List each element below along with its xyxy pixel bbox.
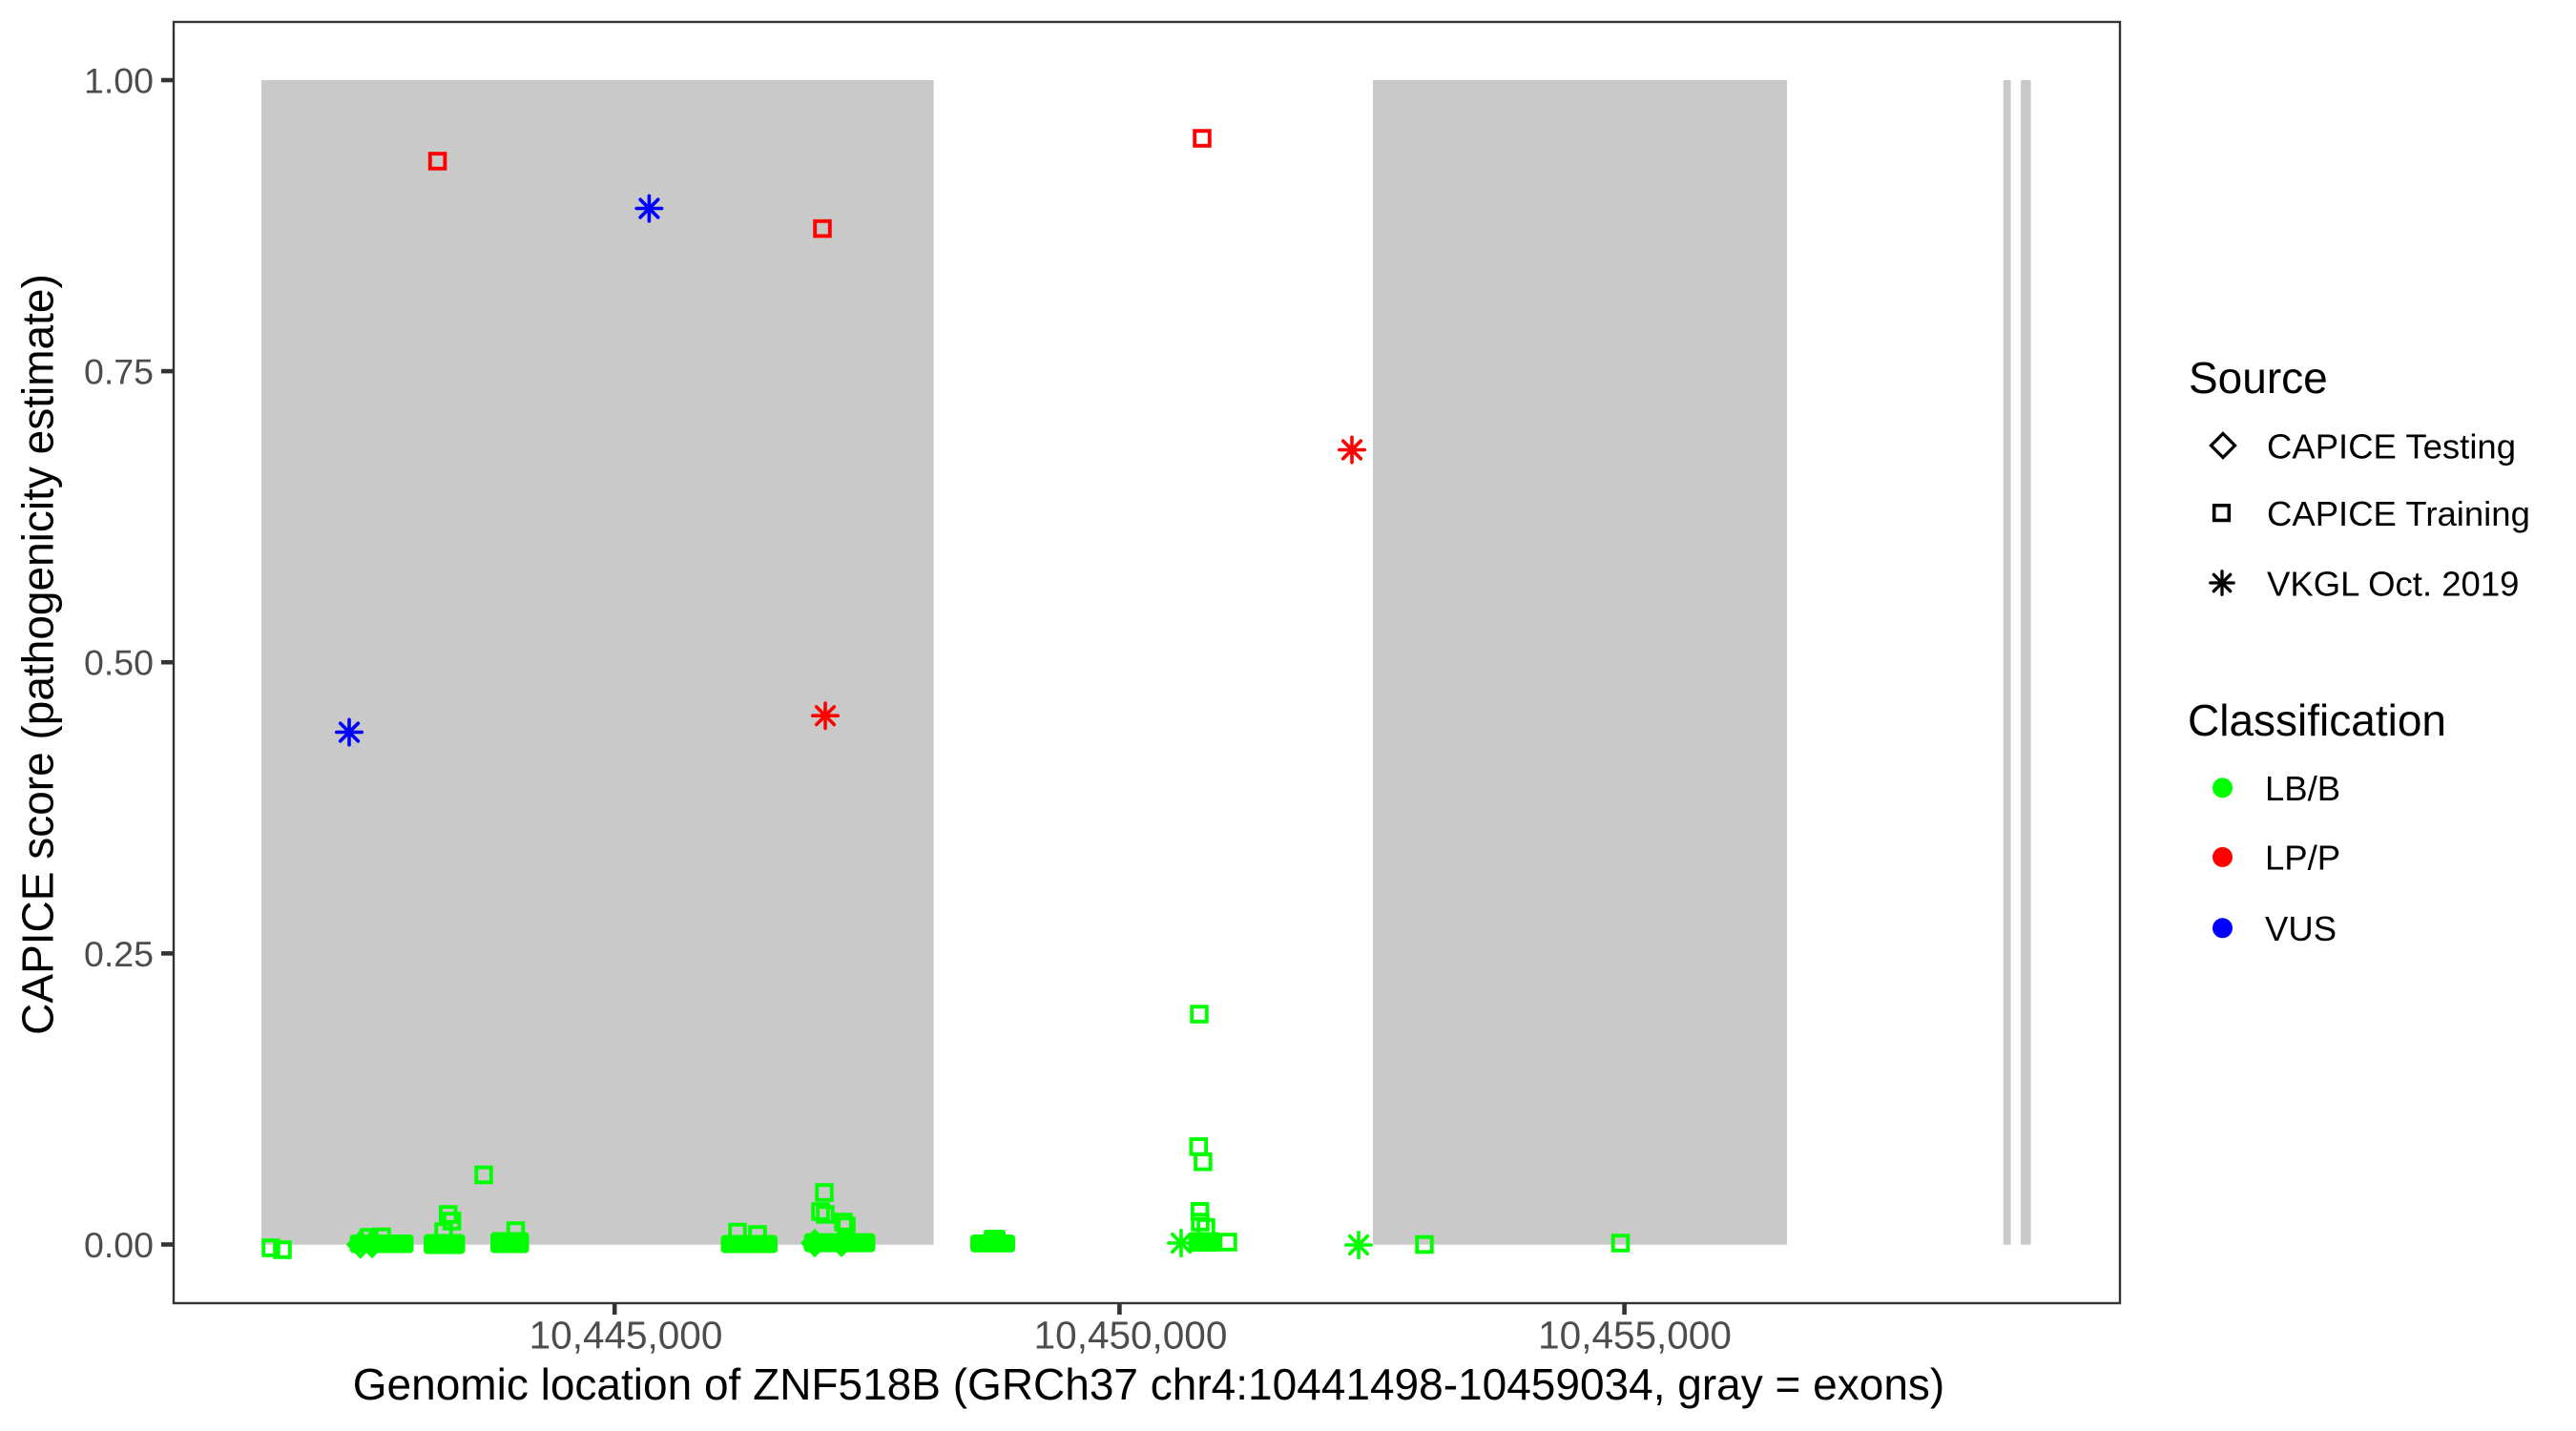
svg-text:Genomic location of ZNF518B (G: Genomic location of ZNF518B (GRCh37 chr4… — [353, 1359, 1944, 1409]
svg-text:10,450,000: 10,450,000 — [1034, 1314, 1228, 1358]
svg-text:LB/B: LB/B — [2265, 769, 2340, 808]
svg-text:CAPICE score (pathogenicity es: CAPICE score (pathogenicity estimate) — [13, 274, 63, 1035]
svg-text:Source: Source — [2189, 353, 2328, 403]
svg-text:10,455,000: 10,455,000 — [1538, 1314, 1732, 1358]
svg-text:CAPICE Training: CAPICE Training — [2267, 494, 2530, 533]
svg-text:10,445,000: 10,445,000 — [530, 1314, 723, 1358]
svg-text:Classification: Classification — [2188, 695, 2446, 745]
svg-text:VUS: VUS — [2265, 909, 2337, 948]
svg-text:0.50: 0.50 — [84, 643, 154, 683]
svg-text:0.00: 0.00 — [84, 1225, 154, 1265]
svg-text:LP/P: LP/P — [2265, 839, 2340, 878]
svg-text:CAPICE Testing: CAPICE Testing — [2267, 426, 2516, 466]
svg-text:0.75: 0.75 — [84, 352, 154, 392]
svg-text:0.25: 0.25 — [84, 934, 154, 974]
svg-text:VKGL Oct. 2019: VKGL Oct. 2019 — [2267, 564, 2519, 603]
svg-text:1.00: 1.00 — [84, 60, 154, 100]
